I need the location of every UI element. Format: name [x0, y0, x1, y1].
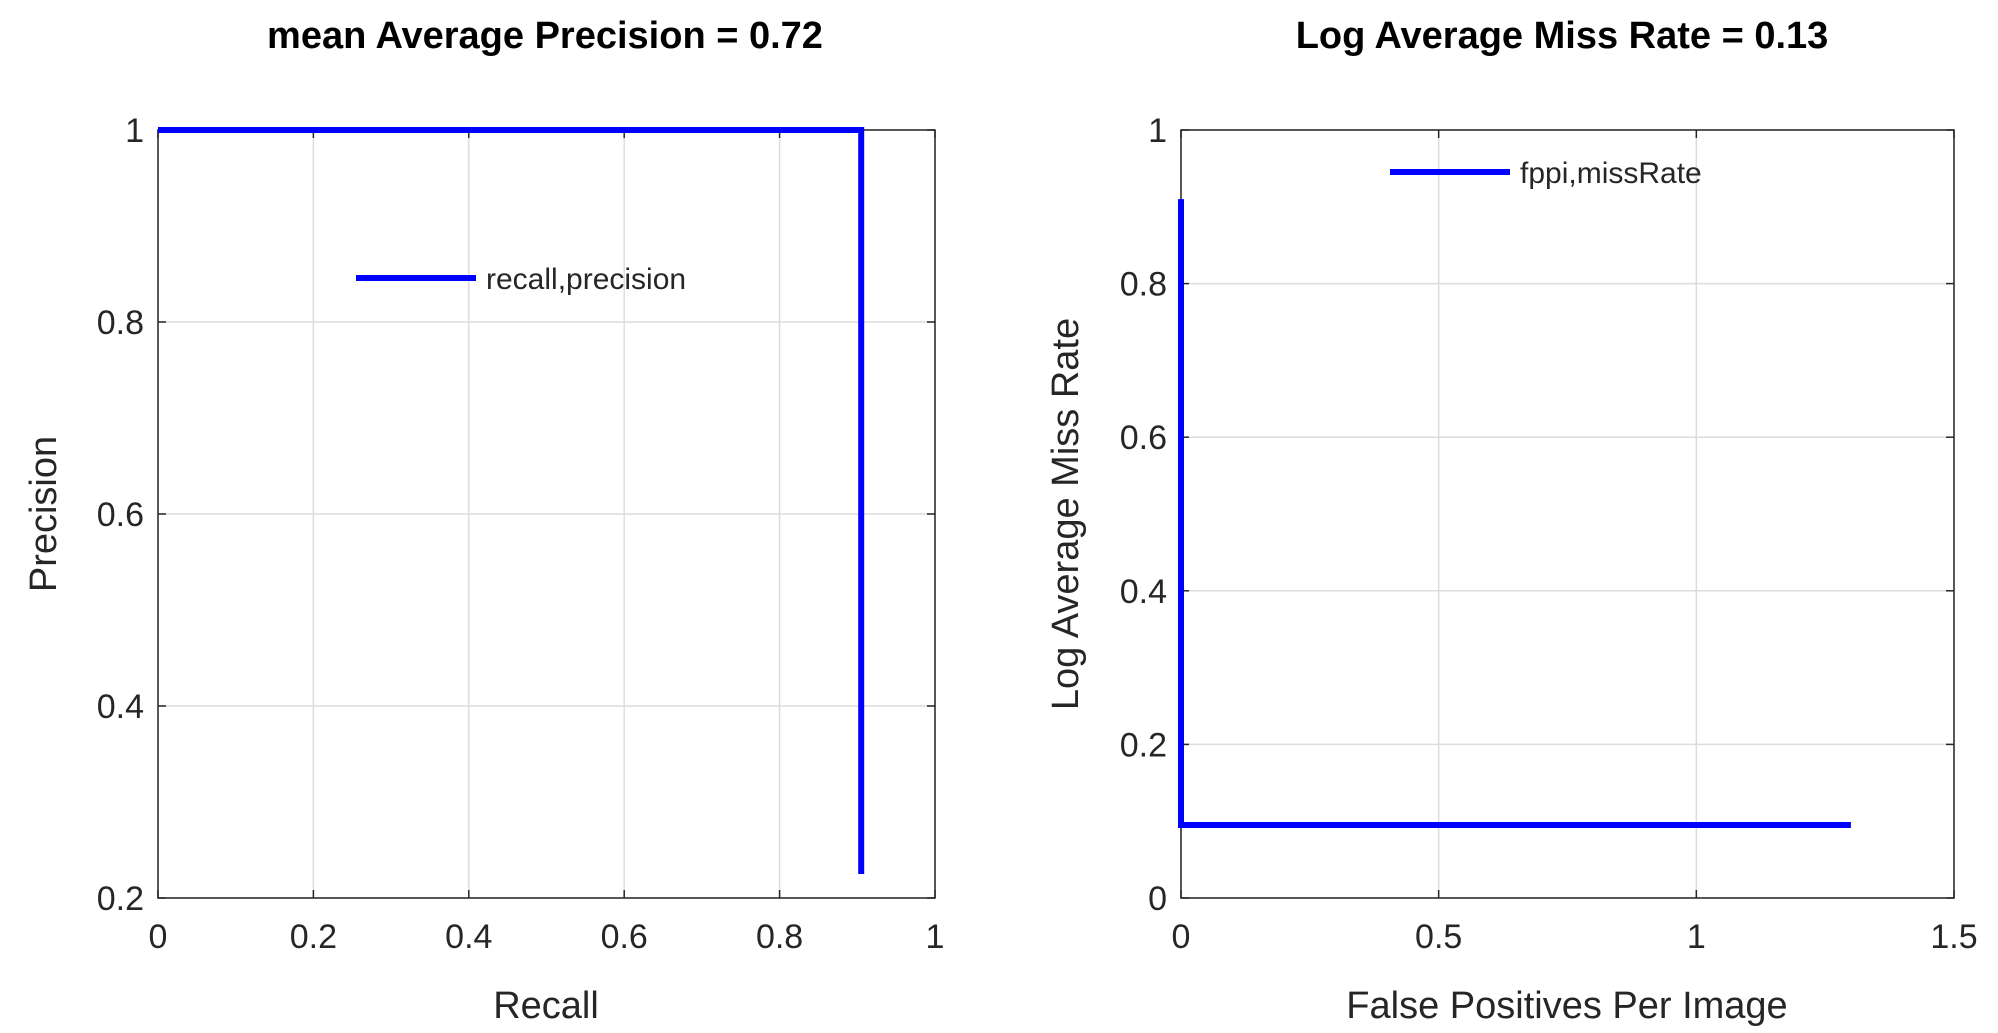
- chart-lamr: Log Average Miss Rate = 0.13 0 0.5 1 1.5 0 0.…: [1045, 15, 1978, 1027]
- lamr-y-tick-label: 0.4: [1120, 573, 1167, 611]
- map-y-tick-label: 0.8: [97, 304, 144, 342]
- map-ticks: 0 0.2 0.4 0.6 0.8 10.20.40.60.81: [97, 112, 945, 956]
- lamr-x-tick-label: 0: [1172, 918, 1191, 956]
- lamr-y-axis-label: Log Average Miss Rate: [1045, 318, 1087, 710]
- map-x-tick-label: 1: [926, 918, 945, 956]
- map-chart-title: mean Average Precision = 0.72: [267, 15, 823, 57]
- map-x-tick-label: 0.8: [756, 918, 803, 956]
- lamr-y-tick-label: 0: [1148, 880, 1167, 918]
- chart-map: mean Average Precision = 0.72 0 0.2 0.4 0.6…: [23, 15, 944, 1027]
- lamr-legend: fppi,missRate: [1390, 157, 1702, 190]
- map-series-line: [158, 127, 865, 874]
- map-x-tick-label: 0.6: [601, 918, 648, 956]
- map-x-tick-label: 0.4: [445, 918, 492, 956]
- map-y-tick-label: 1: [125, 112, 144, 150]
- map-x-tick-label: 0.2: [290, 918, 337, 956]
- map-y-tick-label: 0.6: [97, 496, 144, 534]
- lamr-x-axis-label: False Positives Per Image: [1346, 985, 1787, 1027]
- lamr-chart-title: Log Average Miss Rate = 0.13: [1296, 15, 1829, 57]
- lamr-x-tick-label: 1.5: [1930, 918, 1977, 956]
- lamr-y-tick-label: 0.8: [1120, 266, 1167, 304]
- lamr-grid: [1180, 129, 1955, 899]
- map-x-axis-label: Recall: [493, 985, 599, 1027]
- lamr-x-tick-label: 0.5: [1415, 918, 1462, 956]
- lamr-y-tick-label: 0.6: [1120, 419, 1167, 457]
- map-x-tick-label: 0: [149, 918, 168, 956]
- map-y-tick-label: 0.2: [97, 880, 144, 918]
- lamr-ticks: 0 0.5 1 1.5 0 0.2 0.4 0.6 0.8 1: [1120, 112, 1978, 956]
- map-legend-label: recall,precision: [486, 263, 686, 296]
- map-grid: [157, 129, 936, 899]
- lamr-y-tick-label: 1: [1148, 112, 1167, 150]
- map-series: [158, 127, 865, 874]
- lamr-legend-label: fppi,missRate: [1520, 157, 1702, 190]
- lamr-series-line: [1178, 199, 1851, 828]
- map-y-axis-label: Precision: [23, 436, 65, 592]
- lamr-x-tick-label: 1: [1687, 918, 1706, 956]
- lamr-series: [1178, 199, 1851, 828]
- map-y-tick-label: 0.4: [97, 688, 144, 726]
- lamr-y-tick-label: 0.2: [1120, 726, 1167, 764]
- map-legend: recall,precision: [356, 263, 686, 296]
- lamr-plot-box: [1180, 129, 1955, 899]
